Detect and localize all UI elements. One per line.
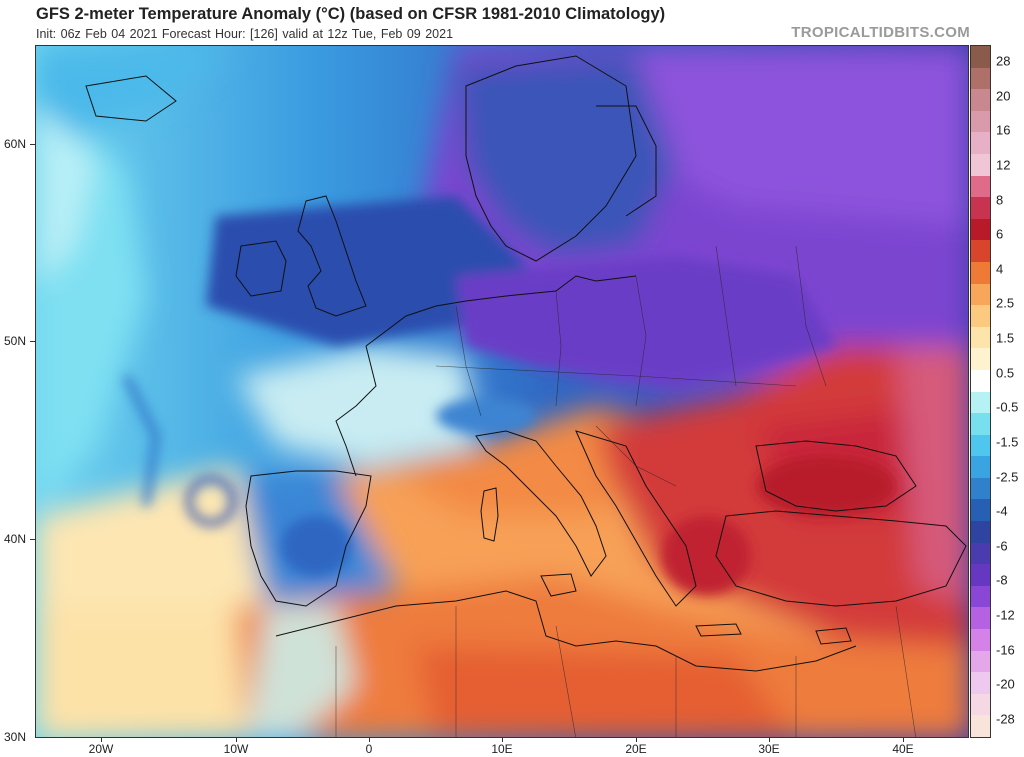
anomaly-map [35, 45, 969, 738]
lat-tick [30, 341, 35, 342]
colorbar-swatch [971, 348, 990, 370]
colorbar-label: 6 [996, 226, 1004, 242]
colorbar-swatch [971, 499, 990, 522]
forecast-subtitle: Init: 06z Feb 04 2021 Forecast Hour: [12… [36, 27, 454, 41]
lon-label-30e: 30E [758, 742, 780, 756]
colorbar-legend [970, 45, 991, 738]
colorbar-swatch [971, 261, 990, 284]
colorbar-label: -8 [996, 572, 1008, 588]
colorbar-swatch [971, 629, 990, 651]
colorbar-swatch [971, 305, 990, 327]
colorbar-swatch [971, 89, 990, 111]
lon-label-10e: 10E [491, 742, 513, 756]
colorbar-swatch [971, 650, 990, 673]
lon-label-0: 0 [365, 742, 373, 756]
colorbar-swatch [971, 607, 990, 630]
lat-tick [30, 539, 35, 540]
brand-watermark: TROPICALTIDBITS.COM [791, 24, 970, 41]
colorbar-label: 8 [996, 192, 1004, 208]
colorbar-swatch [971, 153, 990, 176]
lon-tick [903, 738, 904, 742]
colorbar-swatch [971, 369, 990, 392]
colorbar-swatch [971, 197, 990, 219]
lon-tick [502, 738, 503, 742]
colorbar-swatch [971, 240, 990, 262]
lat-label-60n: 60N [4, 137, 27, 151]
colorbar-swatch [971, 175, 990, 198]
colorbar-swatch [971, 283, 990, 306]
colorbar-label: -16 [996, 642, 1015, 658]
colorbar-label: 12 [996, 157, 1011, 173]
lat-label-50n: 50N [4, 334, 27, 348]
colorbar-label: -0.5 [996, 399, 1019, 415]
colorbar-label: -4 [996, 503, 1008, 519]
lon-label-10w: 10W [223, 742, 249, 756]
country-borders [335, 245, 917, 737]
colorbar-label: 16 [996, 122, 1011, 138]
chart-title: GFS 2-meter Temperature Anomaly (°C) (ba… [36, 5, 666, 23]
colorbar-label: -1.5 [996, 434, 1019, 450]
colorbar-swatch [971, 693, 990, 716]
lon-label-40e: 40E [892, 742, 914, 756]
colorbar-swatch [971, 110, 990, 133]
colorbar-label: -2.5 [996, 469, 1019, 485]
colorbar-label: -12 [996, 607, 1015, 623]
lon-tick [236, 738, 237, 742]
colorbar-label: 1.5 [996, 330, 1015, 346]
colorbar-label: 4 [996, 261, 1004, 277]
lat-label-30n: 30N [4, 730, 27, 744]
colorbar-swatch [971, 564, 990, 586]
colorbar-label: 28 [996, 53, 1011, 69]
map-canvas [36, 46, 968, 737]
lon-tick [101, 738, 102, 742]
colorbar-swatch [971, 477, 990, 500]
lon-label-20e: 20E [625, 742, 647, 756]
colorbar-swatch [971, 67, 990, 90]
lon-tick [636, 738, 637, 742]
colorbar-swatch [971, 218, 990, 241]
colorbar-label: -20 [996, 676, 1015, 692]
lat-tick [30, 144, 35, 145]
colorbar-label: -6 [996, 538, 1008, 554]
lon-tick [769, 738, 770, 742]
colorbar-swatch [971, 413, 990, 435]
colorbar-swatch [971, 672, 990, 694]
colorbar-swatch [971, 542, 990, 565]
colorbar-swatch [971, 585, 990, 608]
colorbar-swatch [971, 132, 990, 154]
colorbar-swatch [971, 715, 990, 737]
colorbar-label: 20 [996, 88, 1011, 104]
colorbar-swatch [971, 326, 990, 349]
lon-label-20w: 20W [88, 742, 114, 756]
lat-label-40n: 40N [4, 532, 27, 546]
coastlines [85, 55, 967, 672]
colorbar-swatch [971, 434, 990, 457]
colorbar-label: 2.5 [996, 295, 1015, 311]
colorbar-swatch [971, 391, 990, 414]
colorbar-swatch [971, 46, 990, 68]
colorbar-label: -28 [996, 711, 1015, 727]
colorbar-swatch [971, 456, 990, 478]
lon-tick [369, 738, 370, 742]
colorbar-swatch [971, 521, 990, 543]
colorbar-label: 0.5 [996, 365, 1015, 381]
